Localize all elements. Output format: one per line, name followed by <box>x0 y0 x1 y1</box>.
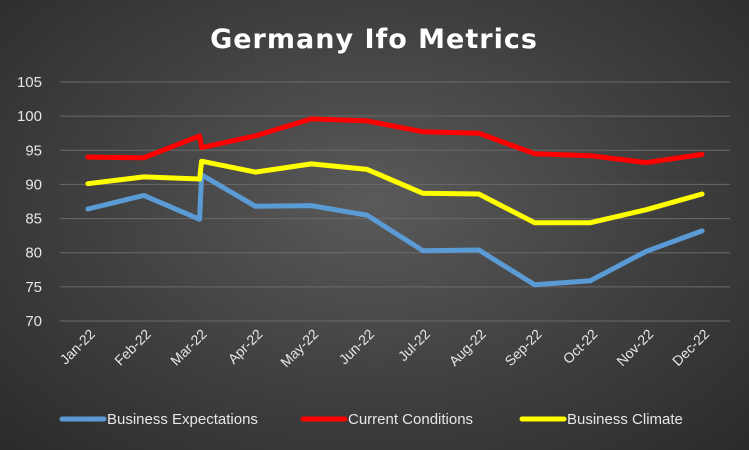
legend-label: Business Climate <box>567 411 683 428</box>
x-axis-ticks: Jan-22 Feb-22 Mar-22 Apr-22 May-22 Jun-22 Jul-… <box>56 326 712 370</box>
x-tick-label: May-22 <box>277 326 321 370</box>
y-tick-label: 80 <box>25 245 42 262</box>
series-lines <box>85 116 705 288</box>
y-tick-label: 70 <box>25 313 42 330</box>
x-tick-label: Jan-22 <box>56 326 98 368</box>
y-tick-label: 75 <box>25 279 42 296</box>
y-tick-label: 100 <box>17 108 42 125</box>
x-tick-label: Aug-22 <box>446 326 489 369</box>
chart-title: Germany Ifo Metrics <box>210 24 538 55</box>
y-tick-label: 85 <box>25 211 42 228</box>
x-tick-label: Dec-22 <box>669 326 712 369</box>
series-line-business-climate <box>85 158 705 226</box>
y-tick-label: 105 <box>17 74 42 91</box>
x-tick-label: Jul-22 <box>395 326 433 364</box>
y-tick-label: 90 <box>25 176 42 193</box>
x-tick-label: Mar-22 <box>167 326 210 369</box>
y-axis-ticks: 70 75 80 85 90 95 100 105 <box>17 74 42 330</box>
y-tick-label: 95 <box>25 142 42 159</box>
x-tick-label: Feb-22 <box>111 326 154 369</box>
gridlines <box>60 81 730 322</box>
x-tick-label: Sep-22 <box>501 326 544 369</box>
x-tick-label: Jun-22 <box>336 326 378 368</box>
x-tick-label: Nov-22 <box>613 326 656 369</box>
legend: Business Expectations Current Conditions B… <box>59 411 683 428</box>
series-line-business-expectations <box>85 172 705 288</box>
x-tick-label: Apr-22 <box>225 326 266 367</box>
legend-label: Current Conditions <box>348 411 473 428</box>
x-tick-label: Oct-22 <box>560 326 601 367</box>
legend-label: Business Expectations <box>107 411 258 428</box>
series-line-current-conditions <box>85 116 705 166</box>
